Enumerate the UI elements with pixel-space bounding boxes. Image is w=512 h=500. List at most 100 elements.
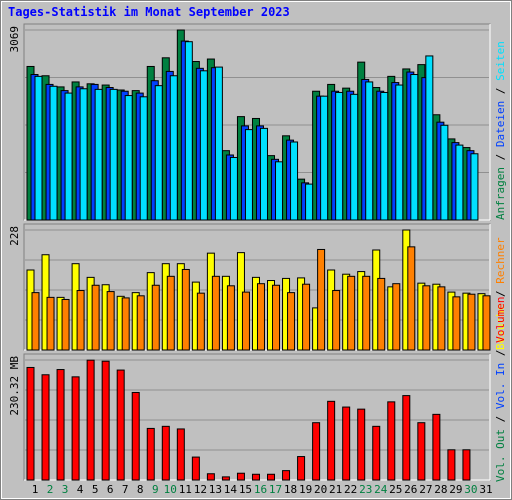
- x-tick-label: 5: [92, 483, 99, 496]
- legend-entry: Seiten: [494, 41, 507, 81]
- bar-seiten: [470, 153, 479, 221]
- bar-volumen: [71, 376, 80, 481]
- x-tick-label: 28: [434, 483, 447, 496]
- bar-rechner: [362, 275, 371, 351]
- x-tick-label: 6: [107, 483, 114, 496]
- bar-seiten: [290, 141, 299, 221]
- x-tick-label: 25: [389, 483, 402, 496]
- bar-seiten: [395, 84, 404, 221]
- x-tick-label: 23: [359, 483, 372, 496]
- bar-rechner: [91, 284, 100, 351]
- bar-volumen: [462, 449, 471, 481]
- x-tick-label: 13: [209, 483, 222, 496]
- legend-entry: Volumen: [494, 297, 507, 343]
- chart-title: Tages-Statistik im Monat September 2023: [8, 5, 290, 19]
- panels-group: 3069 228 230.32 MB: [8, 23, 491, 481]
- x-tick-label: 24: [374, 483, 388, 496]
- bar-seiten: [169, 75, 178, 221]
- bar-volumen: [146, 427, 155, 481]
- bar-volumen: [267, 473, 276, 481]
- x-tick-label: 22: [344, 483, 357, 496]
- bar-rechner: [106, 291, 115, 351]
- bar-volumen: [342, 406, 351, 481]
- bar-volumen: [101, 360, 110, 481]
- bar-seiten: [64, 92, 73, 221]
- bar-volumen: [432, 413, 441, 481]
- bar-rechner: [377, 277, 386, 351]
- bar-volumen: [56, 369, 65, 481]
- bar-seiten: [229, 156, 238, 221]
- legend-separator: /: [494, 147, 507, 167]
- y-max-label: 230.32 MB: [8, 356, 21, 416]
- x-tick-label: 20: [314, 483, 327, 496]
- legend-entry: Anfragen: [494, 167, 507, 220]
- bar-rechner: [287, 292, 296, 351]
- legend-separator: /: [494, 81, 507, 101]
- bar-seiten: [320, 95, 329, 221]
- x-tick-label: 26: [404, 483, 417, 496]
- right-side-labels: Anfragen / Dateien / Seiten Besuche / Rec…: [494, 41, 507, 482]
- bar-rechner: [76, 290, 85, 351]
- bar-seiten: [455, 144, 464, 221]
- y-max-label: 228: [8, 226, 21, 246]
- bar-seiten: [365, 81, 374, 221]
- x-tick-label: 29: [449, 483, 462, 496]
- x-tick-label: 31: [479, 483, 492, 496]
- bar-volumen: [26, 366, 35, 481]
- legend-entry: Vol. In: [494, 363, 507, 409]
- bar-seiten: [259, 127, 268, 221]
- bar-volumen: [191, 456, 200, 481]
- bar-rechner: [272, 284, 281, 351]
- bar-volumen: [402, 395, 411, 481]
- legend-separator: /: [494, 409, 507, 429]
- legend-entry: Vol. Out: [494, 429, 507, 482]
- bar-seiten: [244, 129, 253, 221]
- x-tick-label: 12: [194, 483, 207, 496]
- bar-volumen: [176, 428, 185, 481]
- panel-visits: 228: [8, 223, 491, 351]
- bar-seiten: [305, 183, 314, 221]
- bar-volumen: [327, 400, 336, 481]
- bar-volumen: [86, 359, 95, 481]
- bar-seiten: [34, 75, 43, 221]
- bar-volumen: [131, 391, 140, 481]
- x-tick-label: 10: [164, 483, 177, 496]
- bar-rechner: [452, 296, 461, 351]
- x-tick-label: 14: [224, 483, 238, 496]
- bar-rechner: [211, 275, 220, 351]
- bar-seiten: [335, 91, 344, 221]
- bar-volumen: [297, 456, 306, 481]
- bar-volumen: [221, 476, 230, 481]
- bar-volumen: [312, 422, 321, 481]
- bar-rechner: [181, 268, 190, 351]
- bar-rechner: [347, 275, 356, 351]
- bar-rechner: [407, 246, 416, 351]
- bar-seiten: [154, 85, 163, 221]
- x-tick-label: 30: [464, 483, 477, 496]
- bar-volumen: [236, 472, 245, 481]
- series-legend: Besuche / Rechner: [494, 237, 507, 350]
- bar-seiten: [350, 93, 359, 221]
- bar-volumen: [251, 473, 260, 481]
- x-tick-label: 4: [77, 483, 84, 496]
- bar-volumen: [417, 422, 426, 481]
- bar-rechner: [31, 292, 40, 351]
- bar-seiten: [139, 96, 148, 221]
- x-tick-label: 8: [137, 483, 144, 496]
- x-tick-label: 11: [179, 483, 192, 496]
- bar-rechner: [241, 291, 250, 351]
- panel-requests: 3069: [8, 23, 491, 221]
- bar-seiten: [109, 88, 118, 221]
- bar-rechner: [46, 296, 55, 351]
- bar-seiten: [275, 161, 284, 221]
- bar-seiten: [410, 74, 419, 221]
- bar-seiten: [49, 85, 58, 221]
- x-tick-label: 21: [329, 483, 342, 496]
- bar-seiten: [79, 88, 88, 221]
- bar-rechner: [196, 292, 205, 351]
- series-legend: Anfragen / Dateien / Seiten: [494, 41, 507, 220]
- bar-rechner: [256, 283, 265, 351]
- bar-rechner: [61, 298, 70, 351]
